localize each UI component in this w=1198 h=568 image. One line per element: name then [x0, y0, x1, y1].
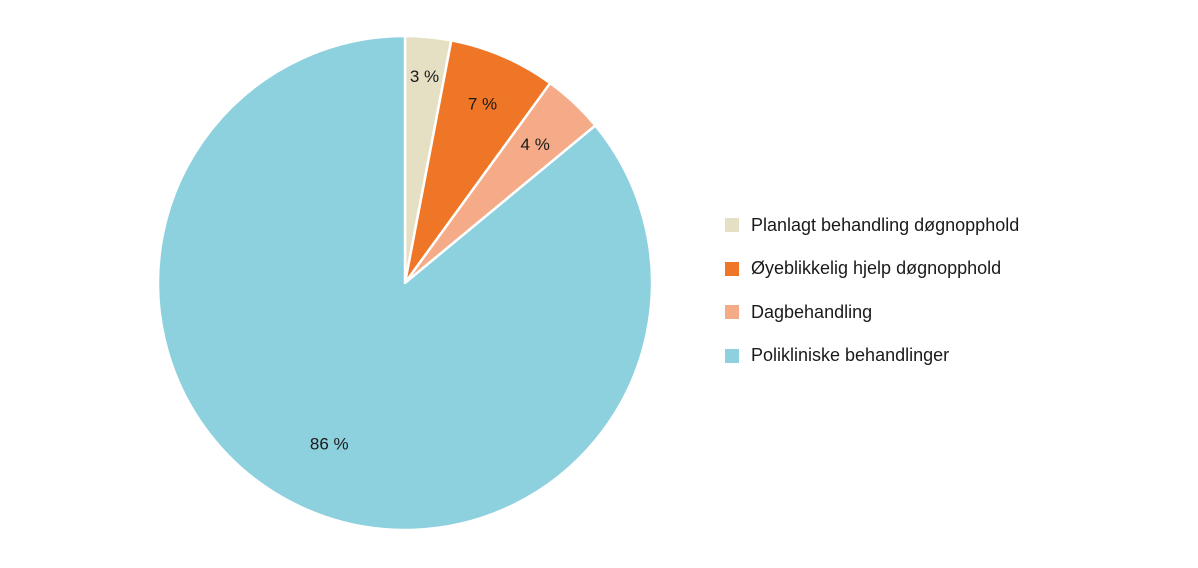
pie-slice-polikliniske — [156, 34, 654, 532]
legend-swatch — [725, 348, 739, 363]
data-label-polikliniske: 86 % — [310, 434, 349, 453]
legend-item-planlagt: Planlagt behandling døgnopphold — [725, 214, 1019, 236]
data-label-dagbehandling: 4 % — [521, 135, 550, 154]
data-label-planlagt: 3 % — [410, 67, 439, 86]
legend-label: Øyeblikkelig hjelp døgnopphold — [751, 258, 1002, 278]
legend-label: Dagbehandling — [751, 301, 873, 322]
legend-swatch — [725, 261, 739, 276]
legend-label: Polikliniske behandlinger — [751, 345, 950, 365]
legend-swatch — [725, 305, 739, 319]
data-label-oyeblikkelig: 7 % — [468, 94, 497, 113]
legend: Planlagt behandling døgnopphold Øyeblikk… — [725, 214, 1019, 388]
legend-item-polikliniske: Polikliniske behandlinger — [725, 345, 1019, 367]
legend-item-dagbehandling: Dagbehandling — [725, 301, 1019, 323]
legend-label: Planlagt behandling døgnopphold — [751, 214, 1020, 235]
legend-item-oyeblikkelig: Øyeblikkelig hjelp døgnopphold — [725, 258, 1019, 280]
legend-swatch — [725, 218, 739, 232]
pie-slice-oyeblikkelig — [403, 39, 552, 285]
